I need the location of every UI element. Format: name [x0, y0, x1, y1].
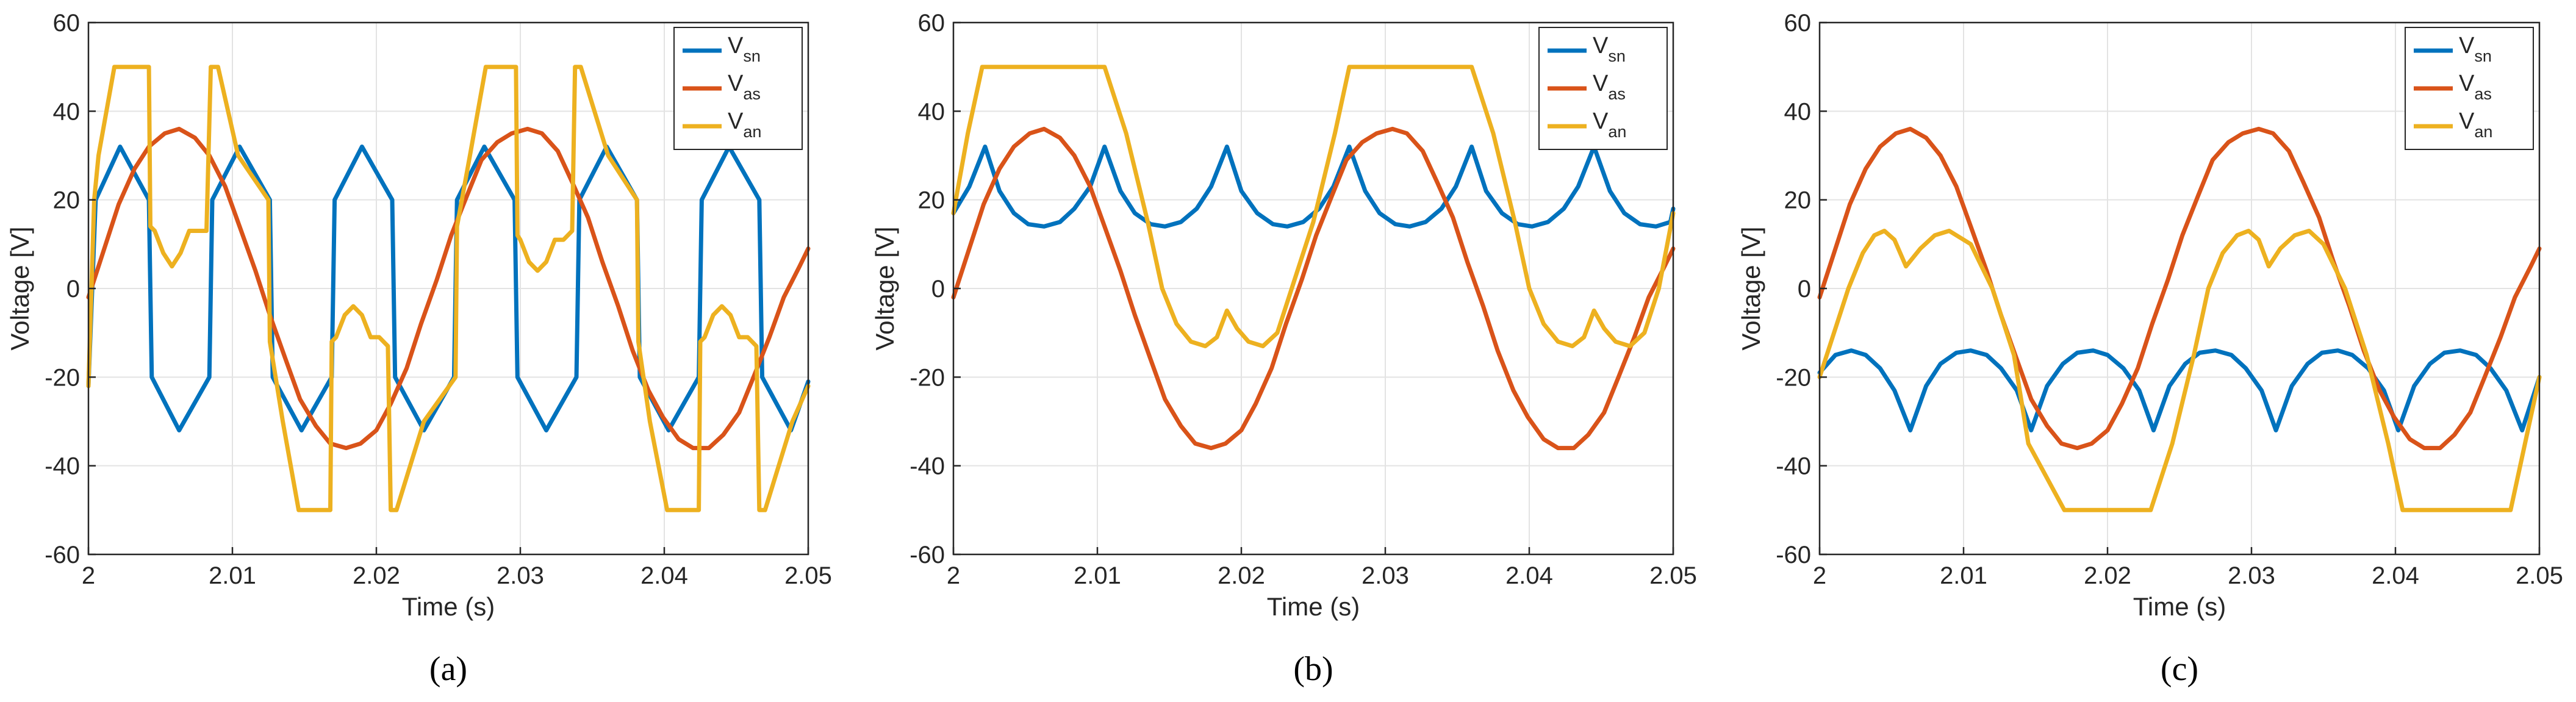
legend-subscript: sn — [2474, 47, 2492, 65]
y-tick-label: -60 — [909, 542, 945, 568]
y-axis-label: Voltage [V] — [5, 226, 34, 350]
legend-subscript: sn — [1608, 47, 1626, 65]
x-tick-label: 2.01 — [1940, 562, 1987, 589]
x-tick-label: 2.02 — [1218, 562, 1265, 589]
y-tick-label: 0 — [66, 276, 80, 303]
x-axis-label: Time (s) — [2133, 592, 2226, 621]
y-axis-label: Voltage [V] — [870, 226, 899, 350]
y-tick-label: 40 — [1784, 98, 1812, 125]
y-tick-label: 0 — [1798, 276, 1811, 303]
legend-subscript: sn — [743, 47, 761, 65]
y-tick-label: 20 — [918, 187, 945, 214]
series-line-as — [951, 126, 1676, 451]
x-tick-label: 2.05 — [1649, 562, 1697, 589]
y-axis-label: Voltage [V] — [1737, 226, 1765, 350]
y-tick-label: -20 — [909, 364, 945, 391]
x-tick-label: 2.01 — [1074, 562, 1121, 589]
x-tick-label: 2.05 — [784, 562, 832, 589]
legend-subscript: as — [1608, 85, 1626, 103]
legend-subscript: an — [743, 123, 761, 141]
x-axis-label: Time (s) — [1267, 592, 1360, 621]
y-tick-label: -40 — [909, 453, 945, 480]
y-tick-label: -20 — [1776, 364, 1811, 391]
legend-subscript: as — [743, 85, 761, 103]
panel-caption: (b) — [1293, 650, 1333, 688]
y-tick-label: -40 — [1776, 453, 1811, 480]
x-tick-label: 2.05 — [2516, 562, 2563, 589]
y-tick-label: 40 — [53, 98, 81, 125]
panel-caption: (c) — [2161, 650, 2198, 688]
y-tick-label: 60 — [918, 10, 945, 37]
chart-panel-1: 2 2.01 2.02 2.03 2.04 2.05 -60 -40 -20 0 20 40 60 Tim… — [5, 10, 832, 688]
y-tick-label: 60 — [1784, 10, 1812, 37]
panels: 2 2.01 2.02 2.03 2.04 2.05-60-40-200204060Tim… — [5, 10, 2563, 688]
legend-subscript: an — [2474, 123, 2492, 141]
y-tick-label: 60 — [53, 10, 81, 37]
series-line-an — [1817, 229, 2542, 512]
series-line-sn — [951, 145, 1676, 229]
series-line-an — [86, 65, 811, 512]
x-tick-label: 2.03 — [497, 562, 544, 589]
x-tick-label: 2.03 — [2228, 562, 2275, 589]
x-tick-label: 2.04 — [640, 562, 688, 589]
y-tick-label: 40 — [918, 98, 945, 125]
series-line-an — [951, 65, 1676, 348]
y-tick-label: -60 — [45, 542, 80, 568]
y-tick-label: -40 — [45, 453, 80, 480]
panel-caption: (a) — [429, 650, 467, 688]
x-tick-label: 2.01 — [209, 562, 256, 589]
y-tick-label: 20 — [53, 187, 81, 214]
x-tick-label: 2 — [1813, 562, 1826, 589]
series-line-sn — [1817, 348, 2542, 432]
x-tick-label: 2.04 — [2372, 562, 2419, 589]
y-tick-label: 0 — [931, 276, 945, 303]
chart-panel-3: 2 2.01 2.02 2.03 2.04 2.05 -60 -40 -20 0 20 40 60 Tim… — [1737, 10, 2563, 688]
legend-subscript: an — [1608, 123, 1626, 141]
x-tick-label: 2.03 — [1362, 562, 1409, 589]
chart-panel-2: 2 2.01 2.02 2.03 2.04 2.05 -60 -40 -20 0 20 40 60 Tim… — [870, 10, 1697, 688]
y-tick-label: 20 — [1784, 187, 1812, 214]
x-tick-label: 2 — [947, 562, 960, 589]
x-tick-label: 2.02 — [2084, 562, 2131, 589]
y-tick-label: -60 — [1776, 542, 1811, 568]
y-tick-label: -20 — [45, 364, 80, 391]
x-tick-label: 2.02 — [353, 562, 400, 589]
x-tick-label: 2 — [82, 562, 95, 589]
x-axis-label: Time (s) — [402, 592, 495, 621]
legend-subscript: as — [2474, 85, 2492, 103]
x-tick-label: 2.04 — [1505, 562, 1553, 589]
series-line-as — [1817, 126, 2542, 451]
